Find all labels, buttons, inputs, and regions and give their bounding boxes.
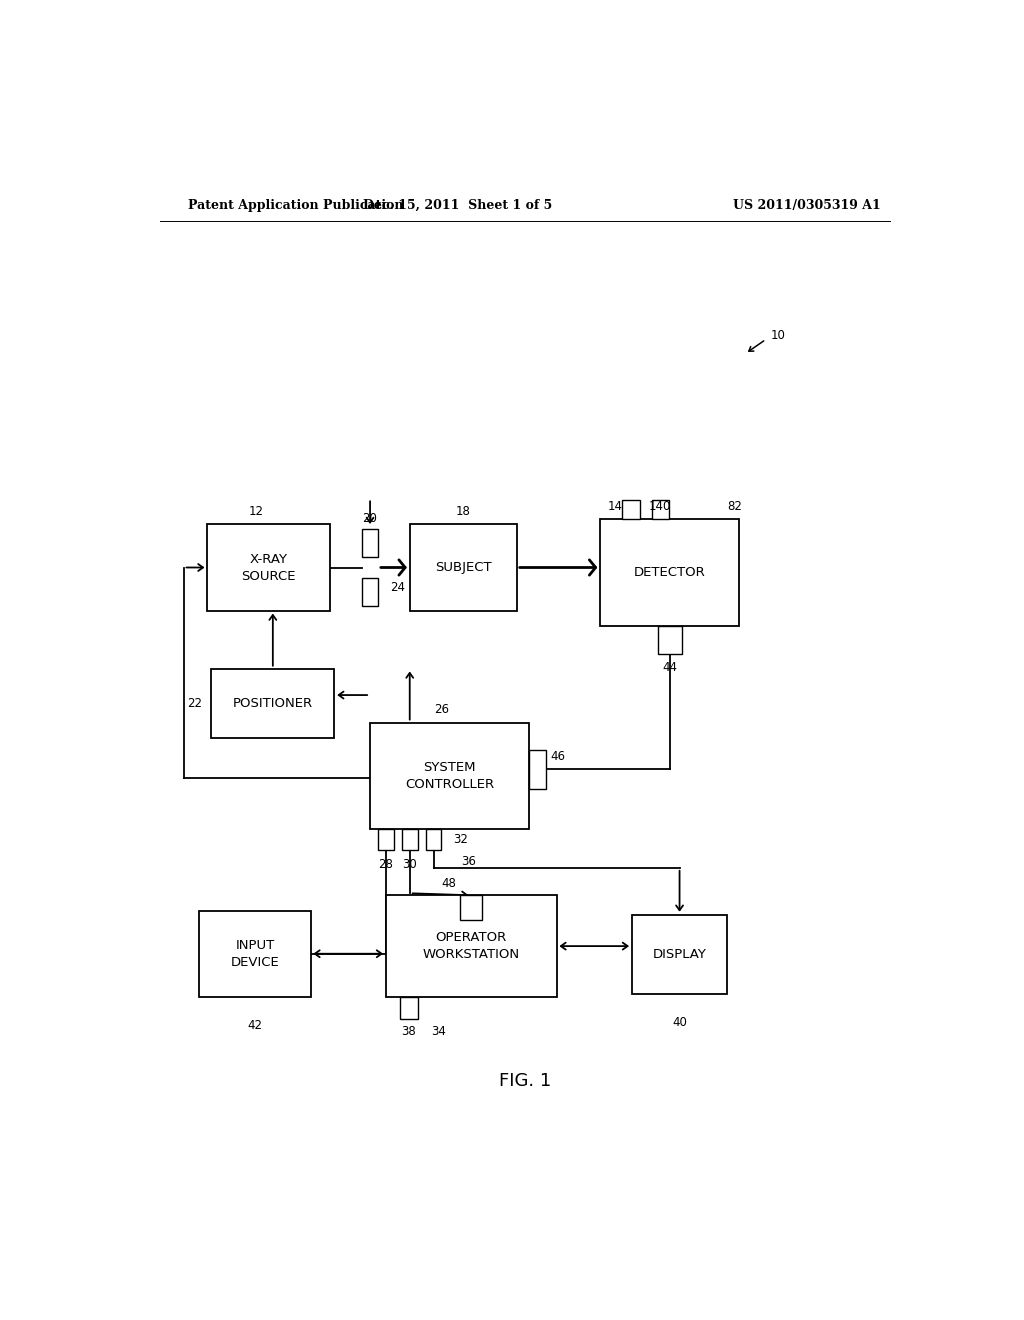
Text: 14: 14	[608, 500, 624, 513]
Text: 48: 48	[441, 878, 456, 890]
Text: SUBJECT: SUBJECT	[435, 561, 492, 574]
Text: 42: 42	[248, 1019, 262, 1032]
Bar	[410, 524, 517, 611]
Bar	[632, 915, 727, 994]
Bar	[211, 669, 334, 738]
Bar	[651, 500, 670, 519]
Bar	[426, 829, 441, 850]
Text: Dec. 15, 2011  Sheet 1 of 5: Dec. 15, 2011 Sheet 1 of 5	[362, 198, 552, 211]
Text: OPERATOR
WORKSTATION: OPERATOR WORKSTATION	[423, 931, 520, 961]
Text: 32: 32	[454, 833, 468, 846]
Text: 30: 30	[402, 858, 417, 871]
Text: 38: 38	[401, 1026, 417, 1039]
Text: SYSTEM
CONTROLLER: SYSTEM CONTROLLER	[404, 760, 494, 791]
Text: 34: 34	[432, 1026, 446, 1039]
Text: DETECTOR: DETECTOR	[634, 566, 706, 579]
Bar	[528, 750, 546, 788]
Text: DISPLAY: DISPLAY	[652, 948, 707, 961]
Text: 12: 12	[249, 506, 264, 519]
Text: FIG. 1: FIG. 1	[499, 1072, 551, 1090]
Text: 36: 36	[462, 855, 476, 869]
Text: 24: 24	[390, 581, 404, 594]
Bar	[623, 500, 640, 519]
Text: 40: 40	[672, 1016, 687, 1030]
Text: 44: 44	[663, 660, 677, 673]
Bar	[370, 722, 528, 829]
Text: 22: 22	[186, 697, 202, 710]
Bar	[207, 524, 331, 611]
Text: 26: 26	[434, 704, 449, 717]
Text: Patent Application Publication: Patent Application Publication	[187, 198, 403, 211]
Text: 140: 140	[648, 500, 671, 513]
Bar	[200, 911, 310, 997]
Text: POSITIONER: POSITIONER	[232, 697, 313, 710]
Text: 20: 20	[362, 512, 378, 525]
Text: 82: 82	[728, 500, 742, 513]
Text: 28: 28	[379, 858, 393, 871]
Text: 46: 46	[550, 750, 565, 763]
Bar	[362, 578, 378, 606]
Bar	[400, 997, 418, 1019]
Bar	[386, 895, 557, 997]
Bar	[657, 626, 682, 655]
Text: US 2011/0305319 A1: US 2011/0305319 A1	[732, 198, 881, 211]
Bar	[378, 829, 394, 850]
Bar	[460, 895, 482, 920]
Text: 18: 18	[456, 506, 471, 519]
Bar	[401, 829, 418, 850]
Bar	[600, 519, 739, 626]
Text: X-RAY
SOURCE: X-RAY SOURCE	[242, 553, 296, 582]
Bar	[362, 529, 378, 557]
Text: 10: 10	[771, 329, 785, 342]
Text: INPUT
DEVICE: INPUT DEVICE	[230, 939, 280, 969]
